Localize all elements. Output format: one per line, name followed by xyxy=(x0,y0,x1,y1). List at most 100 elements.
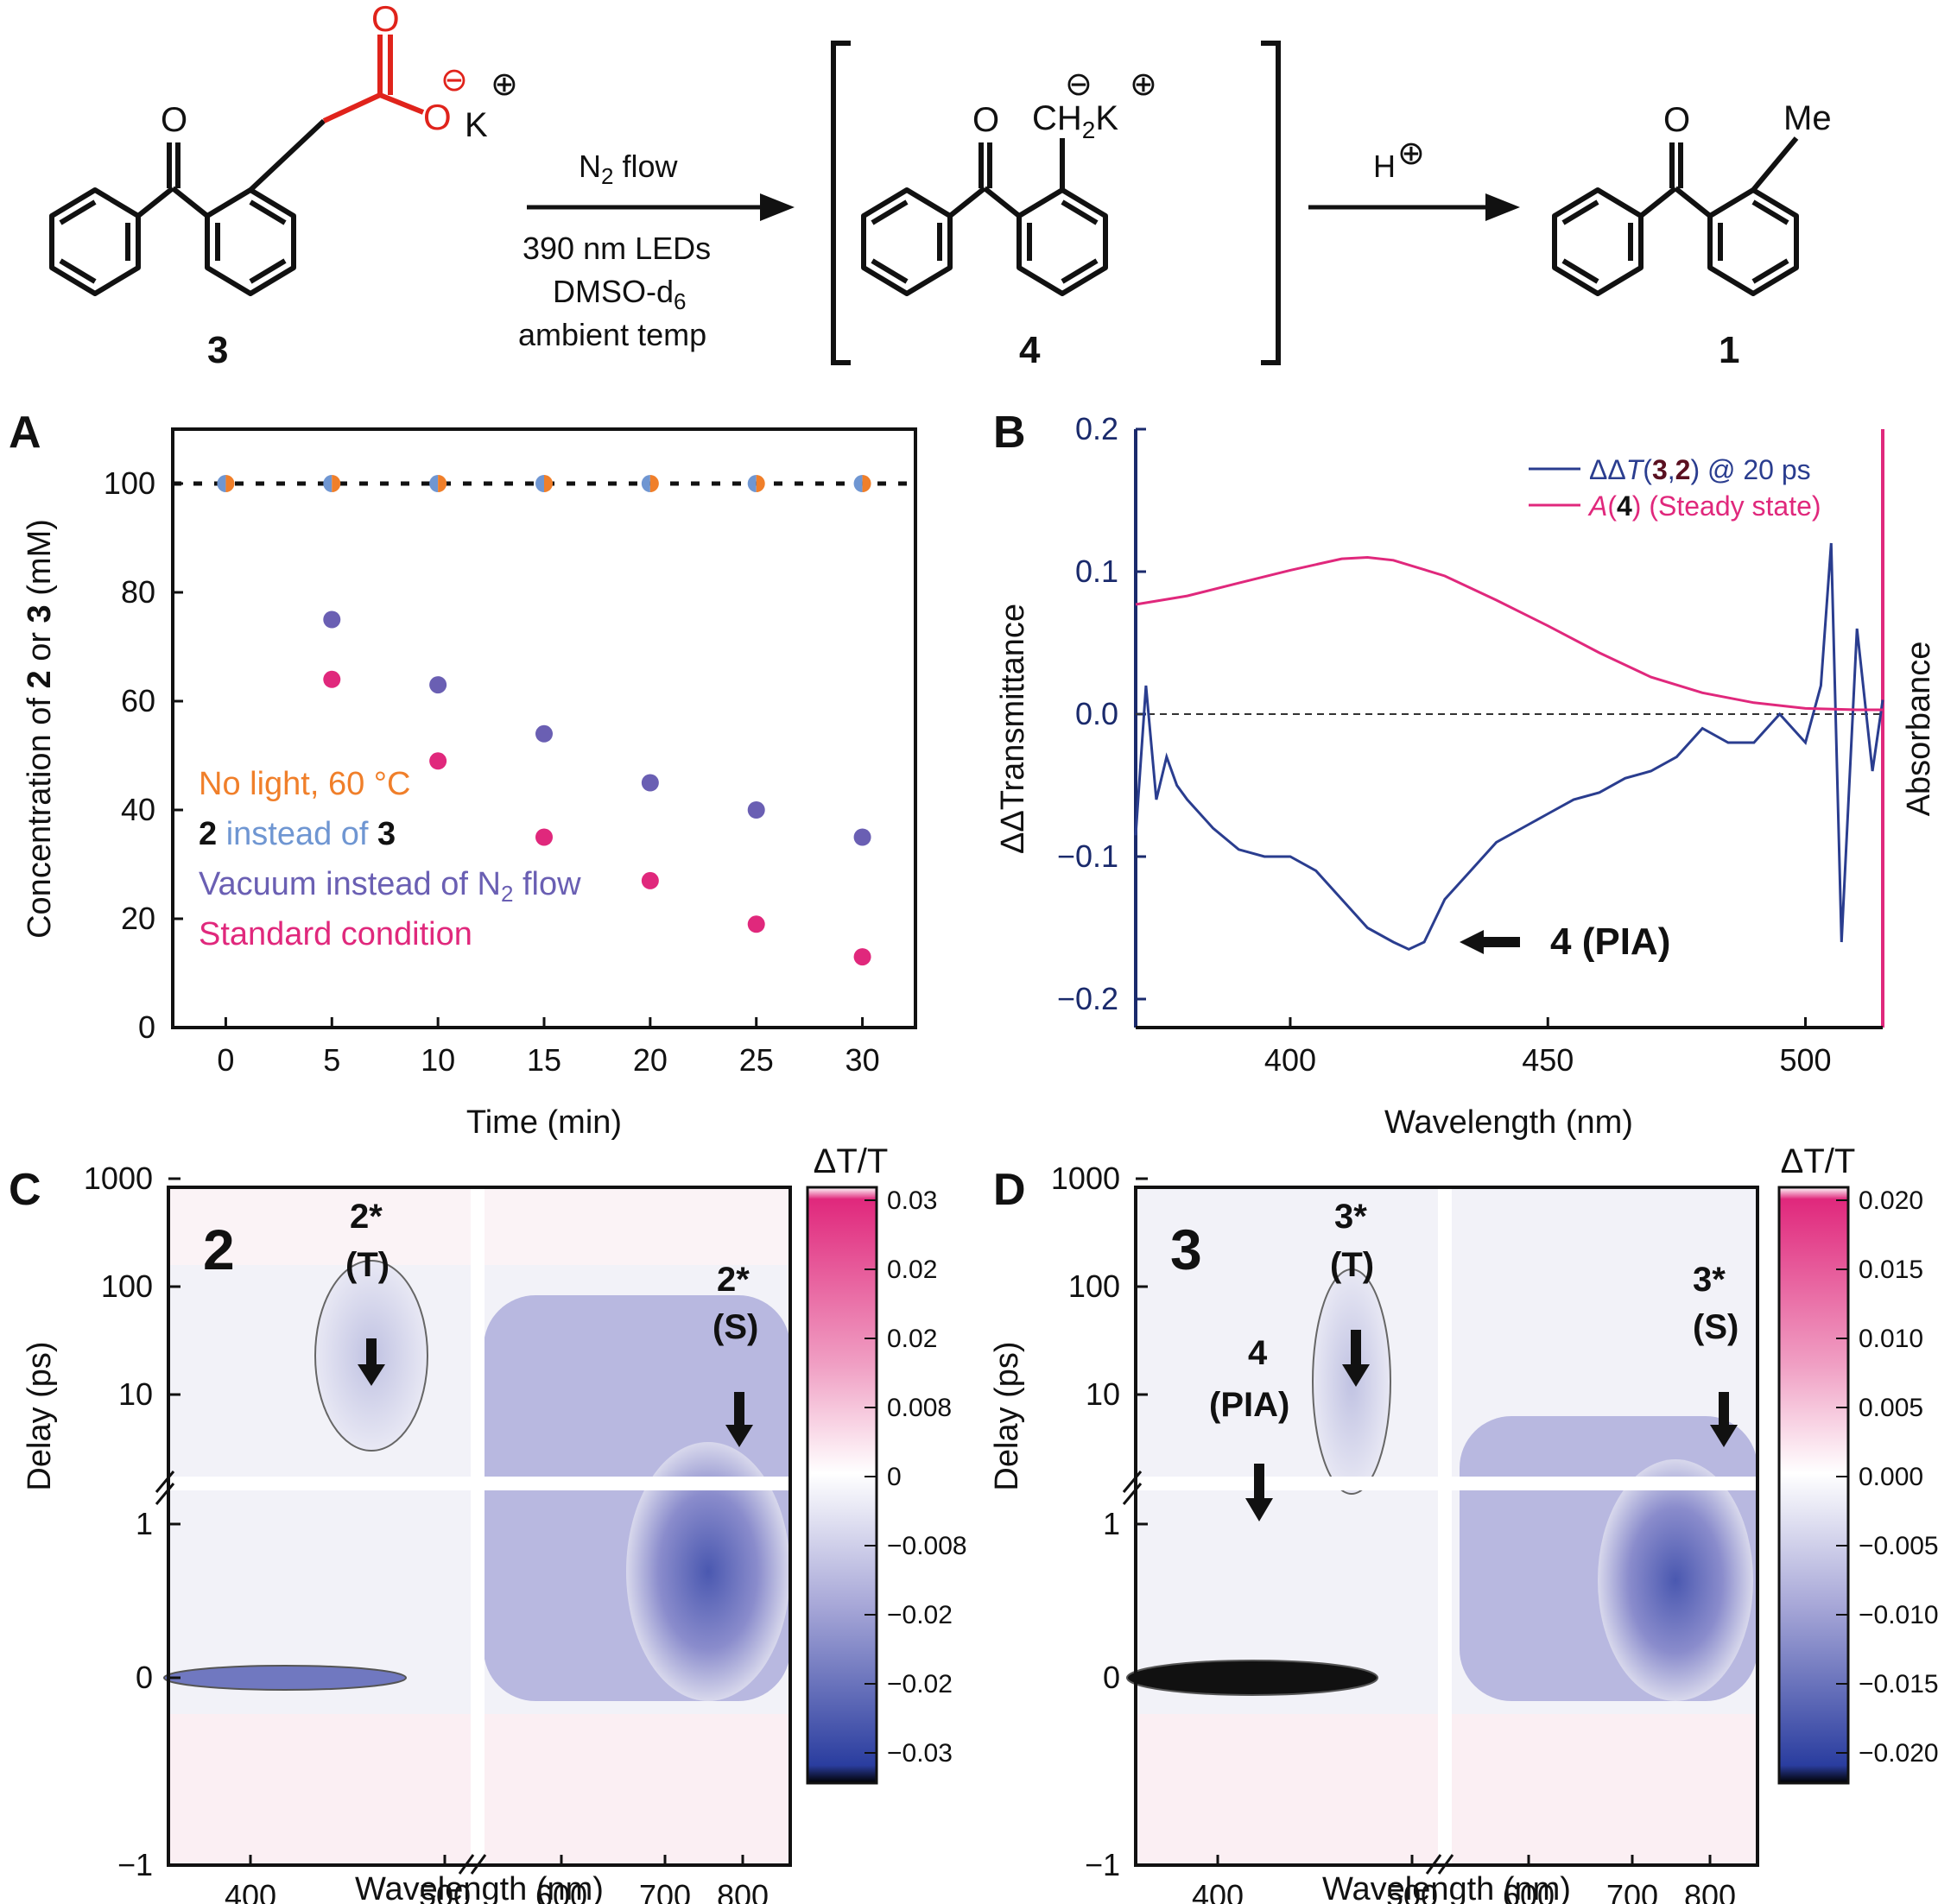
potassium-label: K xyxy=(465,106,488,144)
colorbar-tick-label: −0.015 xyxy=(1859,1670,1938,1698)
data-point xyxy=(225,475,235,492)
y-tick-label: 0 xyxy=(136,1660,153,1695)
x-tick-label: 700 xyxy=(1606,1878,1658,1904)
x-tick-label: 5 xyxy=(323,1042,340,1078)
down-arrow xyxy=(725,1392,753,1447)
colorbar-tick-label: −0.02 xyxy=(887,1601,953,1629)
triplet-state: (T) xyxy=(345,1246,390,1284)
data-point xyxy=(429,475,439,492)
y-axis-label: Concentration of 2 or 3 (mM) xyxy=(22,519,58,939)
colorbar-tick-label: −0.010 xyxy=(1859,1601,1938,1629)
singlet-state: (S) xyxy=(1693,1308,1738,1346)
colorbar-tick-label: 0.02 xyxy=(887,1256,937,1284)
colorbar-tick-label: 0.008 xyxy=(887,1394,952,1422)
singlet-state: (S) xyxy=(712,1308,758,1346)
heatmap-c xyxy=(163,1186,792,1867)
y-axis-label: Delay (ps) xyxy=(22,1341,58,1490)
legend-standard: Standard condition xyxy=(199,916,472,952)
x-tick-label: 500 xyxy=(419,1878,471,1904)
data-point xyxy=(747,475,757,492)
colorbar-tick-label: 0.010 xyxy=(1859,1325,1923,1353)
condition-solvent: DMSO-d6 xyxy=(553,274,686,314)
x-tick-label: 800 xyxy=(1684,1878,1736,1904)
x-tick-label: 400 xyxy=(1192,1878,1244,1904)
compound-1-label: 1 xyxy=(1719,329,1739,371)
heatmap-d-label: 3 xyxy=(1170,1218,1202,1281)
x-tick-label: 700 xyxy=(639,1878,691,1904)
y-tick-label: 10 xyxy=(1086,1376,1120,1412)
singlet-core xyxy=(1598,1459,1753,1701)
y-tick-label: 1000 xyxy=(1051,1161,1120,1196)
condition-temp: ambient temp xyxy=(518,317,706,352)
triplet-label: 3* xyxy=(1334,1198,1367,1236)
x-tick-label: 400 xyxy=(225,1878,276,1904)
x-tick-label: 0 xyxy=(217,1042,234,1078)
x-tick-label: 30 xyxy=(846,1042,880,1078)
y-tick-label: 100 xyxy=(1068,1268,1120,1304)
condition-leds: 390 nm LEDs xyxy=(522,231,711,266)
heatmap-c-label: 2 xyxy=(203,1218,235,1281)
ch2-label: CH2K xyxy=(1032,99,1118,143)
data-point xyxy=(323,475,332,492)
colorbar-tick-label: −0.005 xyxy=(1859,1532,1938,1560)
data-point xyxy=(429,752,447,770)
x-axis-label: Wavelength (nm) xyxy=(1322,1871,1571,1904)
data-point xyxy=(853,828,871,846)
axis-break xyxy=(1122,1483,1143,1505)
plus-charge: ⊕ xyxy=(1397,136,1425,172)
x-axis-label: Wavelength (nm) xyxy=(355,1871,604,1904)
colorbar-tick-label: 0.000 xyxy=(1859,1463,1923,1491)
reaction-scheme: O O ⊖ K ⊕ O 3 N2 flow 390 nm LEDs DMSO-d… xyxy=(49,0,1832,371)
x-tick-label: 400 xyxy=(1264,1042,1316,1078)
scheme-o-minus: O xyxy=(423,97,452,137)
ddt-series-line xyxy=(1134,542,1884,951)
y-tick-label: 0.2 xyxy=(1075,411,1118,446)
panel-letter-c: C xyxy=(9,1165,41,1215)
panel-letter-a: A xyxy=(9,408,41,458)
y-tick-label: 60 xyxy=(121,683,155,718)
axis-break xyxy=(155,1483,175,1505)
singlet-core xyxy=(626,1442,790,1701)
down-arrow xyxy=(358,1338,385,1386)
axis-break xyxy=(458,1854,475,1875)
heatmap-d xyxy=(1126,1186,1759,1867)
data-point xyxy=(535,724,553,743)
data-point xyxy=(649,475,659,492)
data-point xyxy=(641,774,659,792)
data-point xyxy=(544,475,553,492)
legend-no-light: No light, 60 °C xyxy=(199,766,410,802)
colorbar-tick-label: 0.03 xyxy=(887,1186,937,1215)
data-point xyxy=(323,670,341,688)
arrow-head xyxy=(1485,193,1520,221)
y-tick-label: −0.2 xyxy=(1057,981,1118,1016)
data-point xyxy=(641,871,659,889)
x-tick-label: 600 xyxy=(535,1878,587,1904)
data-point xyxy=(429,676,447,694)
scheme-o-top: O xyxy=(371,0,400,39)
data-point xyxy=(862,475,871,492)
y-tick-label: 0.1 xyxy=(1075,553,1118,589)
legend-pink-label: A(4) (Steady state) xyxy=(1587,490,1821,522)
y-tick-label: 0 xyxy=(138,1009,155,1045)
data-point xyxy=(641,475,650,492)
x-axis-label: Time (min) xyxy=(466,1104,622,1141)
methyl-label: Me xyxy=(1783,99,1832,137)
data-point xyxy=(217,475,226,492)
right-bracket xyxy=(1261,41,1281,365)
y-tick-label: 100 xyxy=(104,465,155,501)
data-point xyxy=(756,475,765,492)
data-point xyxy=(332,475,341,492)
y-tick-label: 10 xyxy=(118,1376,153,1412)
x-tick-label: 600 xyxy=(1503,1878,1555,1904)
axis-break xyxy=(1122,1471,1143,1493)
x-tick-label: 20 xyxy=(633,1042,668,1078)
panel-letter-b: B xyxy=(993,408,1026,458)
axis-break xyxy=(1437,1854,1454,1875)
data-point xyxy=(323,610,341,629)
data-point xyxy=(535,475,544,492)
y-axis-label-right: Absorbance xyxy=(1901,642,1937,817)
x-tick-label: 800 xyxy=(717,1878,769,1904)
panel-letter-d: D xyxy=(993,1165,1026,1215)
